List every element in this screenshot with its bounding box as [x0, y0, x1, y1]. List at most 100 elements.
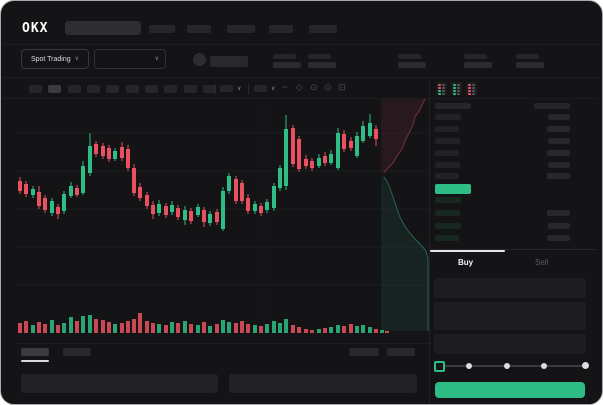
volume-bar	[157, 324, 161, 333]
volume-bar	[385, 331, 389, 333]
ob-ask-price[interactable]	[435, 150, 459, 156]
volume-bar	[310, 330, 314, 333]
bottom-action[interactable]	[387, 348, 415, 356]
ob-ask-price[interactable]	[435, 114, 461, 120]
timeframe-button[interactable]	[106, 85, 119, 93]
settings-icon[interactable]: ◎	[324, 82, 332, 92]
chevron-down-icon[interactable]: ∨	[271, 86, 276, 92]
order-input[interactable]	[434, 278, 586, 298]
timeframe-button[interactable]	[68, 85, 81, 93]
volume-bar	[132, 319, 136, 333]
ob-ask-price[interactable]	[435, 138, 460, 144]
volume-bar	[196, 325, 200, 333]
slider-stop[interactable]	[504, 363, 510, 369]
market-type-dropdown[interactable]: Spot Trading ∨	[21, 49, 89, 69]
tab-buy[interactable]: Buy	[458, 258, 474, 267]
ob-ask-price[interactable]	[435, 126, 459, 132]
candle-body	[240, 183, 244, 201]
bottom-tab[interactable]	[63, 348, 91, 356]
ob-ask-amount	[548, 138, 570, 144]
depth-bids-curve	[383, 176, 429, 331]
timeframe-button[interactable]	[184, 85, 197, 93]
volume-bar	[208, 326, 212, 333]
order-input[interactable]	[434, 334, 586, 354]
ob-bid-price[interactable]	[435, 197, 461, 203]
nav-item[interactable]	[187, 25, 211, 33]
candle-body	[170, 205, 174, 212]
candle-body	[253, 204, 257, 211]
indicator-dropdown[interactable]	[220, 85, 233, 92]
search-input[interactable]	[65, 21, 141, 35]
volume-bar	[107, 322, 111, 333]
icon-bar	[442, 93, 445, 95]
slider-stop[interactable]	[466, 363, 472, 369]
timeframe-button[interactable]	[48, 85, 61, 93]
stat-value-placeholder	[464, 62, 492, 68]
timeframe-button[interactable]	[87, 85, 100, 93]
bottom-tab-underline	[21, 360, 49, 362]
icon-bar	[453, 90, 456, 92]
panel-divider	[430, 98, 597, 99]
overlay-dropdown[interactable]	[254, 85, 267, 92]
ob-bid-price[interactable]	[435, 235, 459, 241]
draw-icon[interactable]: ◇	[296, 82, 303, 92]
candle-body	[329, 154, 333, 163]
icon-bar	[438, 84, 441, 86]
book-bids-icon[interactable]	[451, 82, 462, 95]
candle-body	[259, 206, 263, 213]
timeframe-button[interactable]	[126, 85, 139, 93]
candle-body	[164, 206, 168, 215]
fullscreen-icon[interactable]: ⊡	[338, 82, 346, 92]
timeframe-button[interactable]	[145, 85, 158, 93]
order-input[interactable]	[434, 302, 586, 330]
ob-ask-amount	[547, 173, 570, 179]
amount-slider-track[interactable]	[439, 365, 587, 367]
volume-bar	[253, 325, 257, 333]
ob-ask-price[interactable]	[435, 162, 460, 168]
timeframe-button[interactable]	[29, 85, 42, 93]
slider-stop[interactable]	[582, 362, 589, 369]
volume-bar	[151, 323, 155, 333]
nav-item[interactable]	[149, 25, 175, 33]
chevron-down-icon[interactable]: ∨	[237, 86, 242, 92]
nav-item[interactable]	[269, 25, 293, 33]
ob-bid-price[interactable]	[435, 223, 461, 229]
candle-body	[101, 146, 105, 156]
buy-button[interactable]	[435, 382, 585, 398]
ob-ask-price[interactable]	[435, 173, 459, 179]
ob-bid-price[interactable]	[435, 210, 460, 216]
okx-logo[interactable]: OKX	[22, 21, 49, 36]
icon-bar	[472, 87, 475, 89]
stat-label-placeholder	[398, 54, 421, 59]
candle-body	[62, 194, 66, 211]
depth-asks-area	[381, 99, 425, 173]
candle-body	[246, 198, 250, 211]
candle-body	[75, 188, 79, 195]
timeframe-button[interactable]	[164, 85, 177, 93]
tab-sell[interactable]: Sell	[535, 258, 549, 267]
candle-body	[297, 139, 301, 169]
candle-body	[291, 128, 295, 164]
slider-stop[interactable]	[541, 363, 547, 369]
trend-line-icon[interactable]: ~	[282, 82, 288, 92]
bottom-action[interactable]	[349, 348, 379, 356]
volume-bar	[126, 321, 130, 333]
bottom-tab[interactable]	[21, 348, 49, 356]
book-asks-icon[interactable]	[466, 82, 477, 95]
nav-item[interactable]	[309, 25, 337, 33]
stat-value-placeholder	[398, 62, 426, 68]
camera-icon[interactable]: ⊙	[310, 82, 318, 92]
candle-body	[176, 208, 180, 217]
ob-bid-amount	[547, 235, 570, 241]
pair-dropdown[interactable]: ∨	[94, 49, 166, 69]
book-combined-icon[interactable]	[436, 82, 447, 95]
timeframe-button[interactable]	[203, 85, 216, 93]
nav-item[interactable]	[227, 25, 255, 33]
amount-slider-handle[interactable]	[434, 361, 445, 372]
volume-bar	[37, 322, 41, 333]
icon-bar	[438, 90, 441, 92]
candle-body	[126, 149, 130, 168]
